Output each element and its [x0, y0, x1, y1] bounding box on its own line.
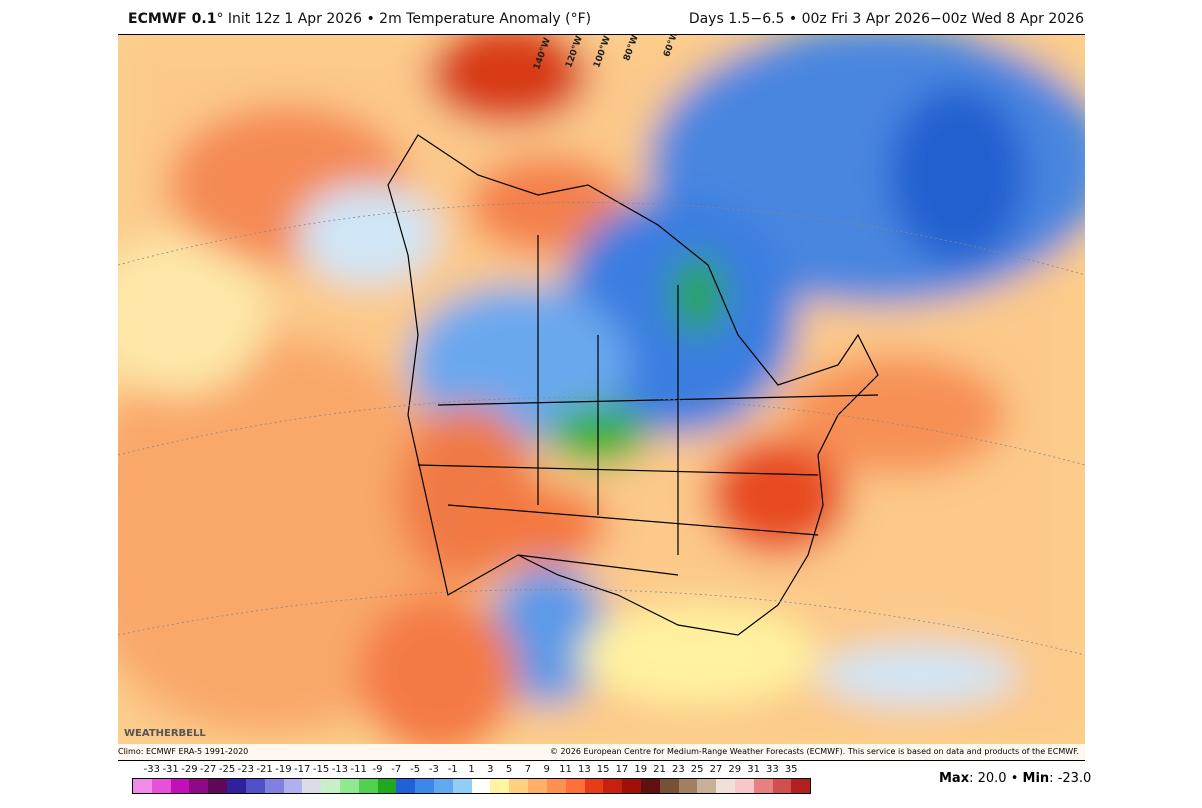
max-label: Max [939, 771, 970, 786]
colorbar-label: 27 [709, 764, 723, 775]
max-min-stats: Max: 20.0 • Min: -23.0 [939, 771, 1092, 786]
colorbar-swatch [339, 779, 359, 793]
colorbar-swatch [603, 779, 623, 793]
model-name: ECMWF 0.1 [128, 11, 217, 27]
colorbar-label: 23 [671, 764, 685, 775]
colorbar-swatch [227, 779, 246, 793]
map-title: ECMWF 0.1° Init 12z 1 Apr 2026 • 2m Temp… [128, 11, 591, 27]
colorbar-swatch [678, 779, 698, 793]
colorbar-swatch [133, 779, 152, 793]
title-details: Init 12z 1 Apr 2026 • 2m Temperature Ano… [223, 11, 592, 27]
colorbar-label: 31 [747, 764, 760, 775]
colorbar-label: -15 [312, 764, 330, 775]
colorbar-swatch [358, 779, 378, 793]
colorbar-label: -29 [181, 764, 198, 775]
colorbar-swatch [565, 779, 585, 793]
colorbar-label: -31 [162, 764, 179, 775]
colorbar-swatch [791, 779, 811, 793]
colorbar-swatch [490, 779, 510, 793]
colorbar-label: -17 [294, 764, 311, 775]
colorbar-swatch [434, 779, 453, 793]
colorbar-swatch [302, 779, 322, 793]
colorbar-label: -23 [237, 764, 254, 775]
colorbar-label: 21 [653, 764, 666, 775]
colorbar-swatch [584, 779, 604, 793]
colorbar-label: 1 [468, 764, 475, 775]
colorbar-swatch [735, 779, 754, 793]
colorbar-label: -25 [218, 764, 236, 775]
colorbar-swatch [509, 779, 529, 793]
colorbar-label: 17 [615, 764, 629, 775]
colorbar-swatch [415, 779, 434, 793]
colorbar-swatch [170, 779, 190, 793]
colorbar-swatch [753, 779, 773, 793]
colorbar-label: 7 [524, 764, 532, 775]
colorbar-label: 35 [784, 764, 798, 775]
colorbar-label: 9 [543, 764, 550, 775]
colorbar-label: 33 [766, 764, 779, 775]
colorbar-label: -11 [350, 764, 367, 775]
colorbar-swatch [772, 779, 792, 793]
colorbar-swatch [264, 779, 284, 793]
weatherbell-logo: WEATHERBELL [124, 728, 206, 739]
colorbar-label: 15 [596, 764, 610, 775]
colorbar-label: 13 [577, 764, 591, 775]
colorbar-label: -33 [143, 764, 160, 775]
copyright-note: © 2026 European Centre for Medium-Range … [550, 747, 1079, 756]
colorbar-label: -21 [256, 764, 273, 775]
anomaly-map: 140°W 120°W 100°W 80°W 60°W WEATHERBELL [118, 34, 1085, 745]
colorbar-label: 3 [487, 764, 494, 775]
colorbar-swatch [452, 779, 472, 793]
colorbar-swatch [697, 779, 717, 793]
colorbar-swatch [208, 779, 228, 793]
colorbar-swatch [396, 779, 416, 793]
colorbar-label: 29 [728, 764, 742, 775]
max-value: 20.0 [977, 771, 1007, 786]
colorbar-swatch [151, 779, 171, 793]
colorbar-label: 19 [634, 764, 648, 775]
colorbar-swatch [471, 779, 491, 793]
colorbar-label: 25 [690, 764, 704, 775]
colorbar-label: -3 [428, 764, 439, 775]
colorbar-label: -9 [372, 764, 383, 775]
colorbar-swatch [622, 779, 641, 793]
climo-note: Climo: ECMWF ERA-5 1991-2020 [118, 747, 249, 756]
min-value: -23.0 [1057, 771, 1092, 786]
colorbar-swatch [716, 779, 735, 793]
colorbar-label: -5 [410, 764, 421, 775]
degree-symbol: ° [216, 11, 224, 27]
colorbar-label: -27 [200, 764, 217, 775]
min-label: Min [1022, 771, 1050, 786]
colorbar-swatch [245, 779, 265, 793]
colorbar-label: -19 [275, 764, 292, 775]
colorbar-swatch [321, 779, 340, 793]
colorbar-label: 5 [505, 764, 513, 775]
colorbar-swatch [659, 779, 679, 793]
colorbar-swatch [528, 779, 547, 793]
colorbar-label: -13 [331, 764, 349, 775]
colorbar-swatch [377, 779, 397, 793]
map-canvas [118, 35, 1085, 745]
colorbar-swatch [283, 779, 303, 793]
colorbar-swatch [189, 779, 209, 793]
credits-bar: Climo: ECMWF ERA-5 1991-2020 © 2026 Euro… [118, 744, 1085, 761]
colorbar-swatch [640, 779, 660, 793]
colorbar-label: 11 [559, 764, 572, 775]
colorbar-swatch [546, 779, 566, 793]
colorbar [132, 778, 811, 794]
colorbar-label: -1 [447, 764, 458, 775]
colorbar-label: -7 [391, 764, 402, 775]
valid-period: Days 1.5−6.5 • 00z Fri 3 Apr 2026−00z We… [688, 11, 1084, 27]
